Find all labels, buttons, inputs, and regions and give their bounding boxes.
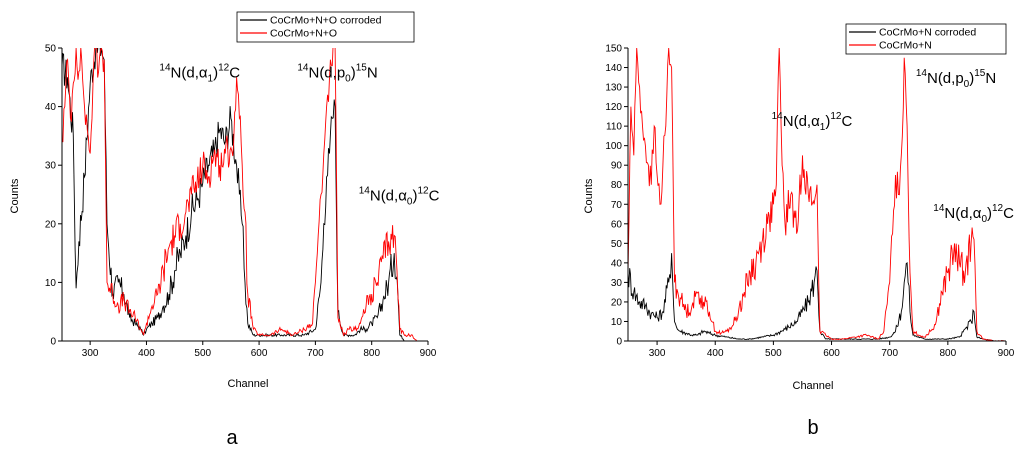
y-tick-label: 20 (611, 297, 623, 308)
panel-label: a (226, 427, 238, 449)
x-tick-label: 900 (998, 348, 1015, 359)
series-line-cocrmo-n (628, 48, 1006, 341)
legend-box (236, 11, 415, 43)
y-tick-label: 60 (611, 219, 623, 230)
x-axis-label: Channel (228, 378, 269, 390)
legend-entry: CoCrMo+N+O (270, 28, 337, 40)
x-tick-label: 400 (707, 348, 724, 359)
y-tick-label: 0 (616, 337, 622, 348)
y-tick-label: 90 (611, 161, 623, 172)
chart-panel-b: 300 400 500 600 700 800 900 0 10 20 30 40 50 60 70 80 90… (583, 23, 1015, 439)
reaction-annotation: 14N(d,p0)15N (297, 62, 377, 84)
x-tick-label: 600 (823, 348, 840, 359)
y-tick-label: 10 (611, 317, 623, 328)
y-tick-label: 100 (605, 141, 622, 152)
x-tick-label: 800 (363, 348, 380, 359)
reaction-annotation: 14N(d,α0)12C (933, 203, 1014, 225)
y-axis-label: Counts (9, 178, 21, 213)
legend-entry: CoCrMo+N+O corroded (270, 15, 382, 27)
x-tick-label: 800 (940, 348, 957, 359)
panel-label: b (807, 417, 818, 439)
legend-box (845, 23, 1007, 55)
x-tick-label: 300 (649, 348, 666, 359)
reaction-annotation: 14N(d,α1)12C (159, 62, 240, 84)
y-tick-label: 40 (45, 102, 57, 113)
y-tick-label: 130 (605, 83, 622, 94)
reaction-annotation: 14N(d,α0)12C (359, 185, 440, 207)
series-line-cocrmo-n-corroded (628, 253, 1006, 341)
y-tick-label: 150 (605, 44, 622, 55)
y-tick-label: 30 (611, 278, 623, 289)
x-tick-label: 400 (138, 348, 155, 359)
x-tick-label: 900 (420, 348, 437, 359)
x-tick-label: 500 (765, 348, 782, 359)
x-tick-label: 700 (307, 348, 324, 359)
chart-panel-a: 300 400 500 600 700 800 900 0 10 20 30 40 50 Channel C… (9, 11, 440, 449)
x-axis-label: Channel (793, 380, 834, 392)
y-tick-label: 50 (45, 44, 57, 55)
y-tick-label: 10 (45, 278, 57, 289)
legend-entry: CoCrMo+N (879, 40, 932, 52)
series-line-cocrmo-n-o-corroded (62, 48, 406, 341)
series-line-cocrmo-n-o (62, 48, 418, 341)
x-tick-label: 500 (194, 348, 211, 359)
y-axis-label: Counts (583, 178, 595, 213)
y-tick-label: 80 (611, 180, 623, 191)
x-tick-label: 600 (251, 348, 268, 359)
y-tick-label: 20 (45, 219, 57, 230)
y-tick-label: 70 (611, 200, 623, 211)
y-tick-label: 110 (606, 122, 622, 133)
reaction-annotation: 14N(d,p0)15N (916, 68, 996, 90)
x-tick-label: 300 (82, 348, 99, 359)
y-tick-label: 120 (605, 102, 622, 113)
y-tick-label: 30 (45, 161, 57, 172)
legend-entry: CoCrMo+N corroded (879, 27, 976, 39)
y-tick-label: 50 (611, 239, 623, 250)
reaction-annotation: 14N(d,α1)12C (772, 111, 853, 133)
y-tick-label: 140 (605, 63, 622, 74)
y-tick-label: 40 (611, 258, 623, 269)
x-tick-label: 700 (881, 348, 898, 359)
y-tick-label: 0 (50, 337, 56, 348)
